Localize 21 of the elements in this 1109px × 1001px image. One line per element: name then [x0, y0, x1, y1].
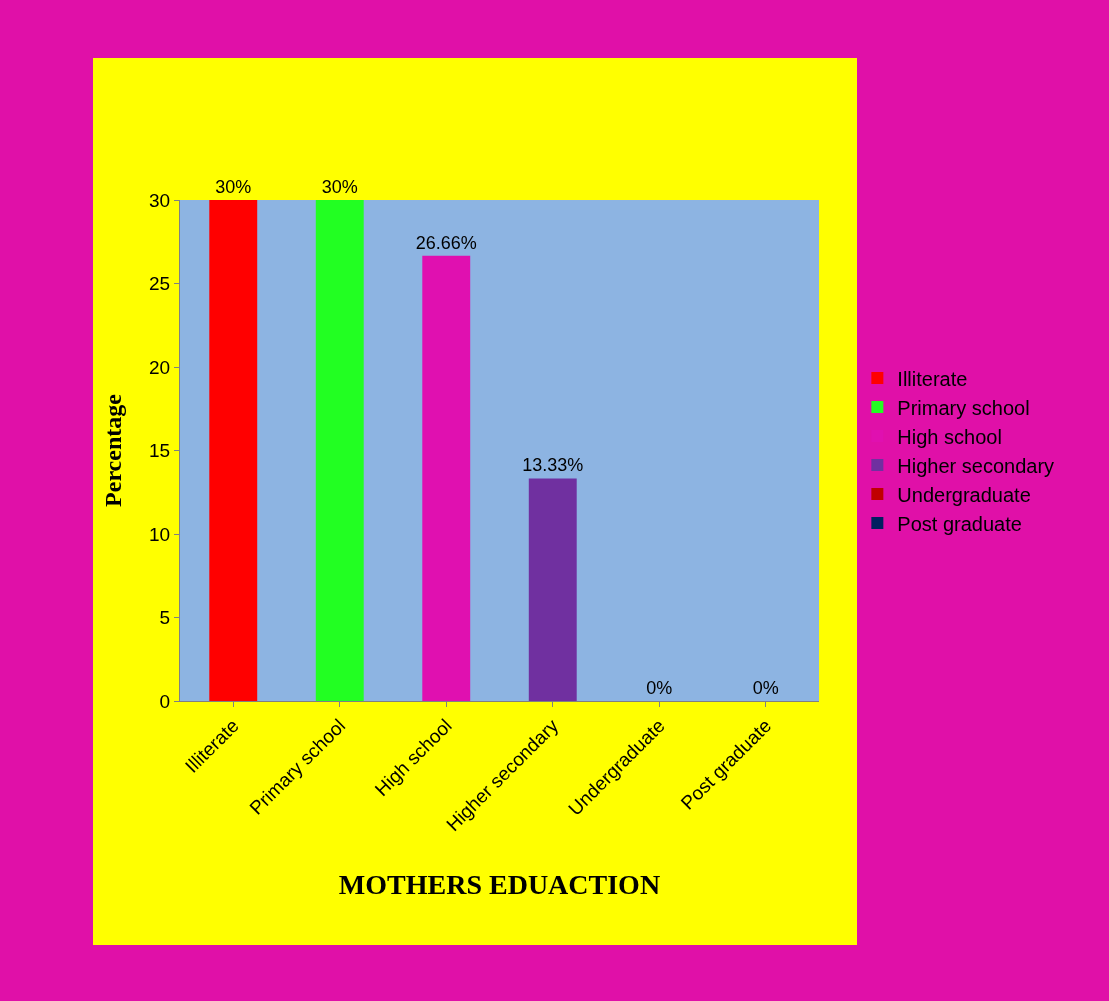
legend-label: High school	[897, 425, 1002, 448]
legend-label: Undergraduate	[897, 483, 1031, 506]
y-tick-label: 15	[149, 440, 171, 462]
legend-label: Higher secondary	[897, 454, 1055, 477]
legend-label: Primary school	[897, 396, 1030, 419]
y-tick-label: 25	[149, 273, 171, 295]
legend-label: Illiterate	[897, 367, 968, 390]
legend-label: Post graduate	[897, 512, 1022, 535]
data-label: 0%	[646, 678, 673, 698]
y-tick-label: 5	[159, 607, 171, 629]
data-label: 30%	[321, 177, 358, 197]
data-label: 26.66%	[415, 232, 477, 253]
y-tick-label: 20	[149, 356, 171, 378]
y-tick-label: 10	[149, 523, 171, 545]
x-axis-title: MOTHERS EDUACTION	[338, 869, 661, 901]
data-label: 30%	[215, 177, 252, 197]
y-tick-label: 30	[149, 189, 171, 211]
data-label: 13.33%	[522, 455, 584, 476]
data-label: 0%	[752, 678, 779, 698]
y-tick-label: 0	[159, 690, 171, 712]
y-axis-title: Percentage	[100, 393, 127, 507]
